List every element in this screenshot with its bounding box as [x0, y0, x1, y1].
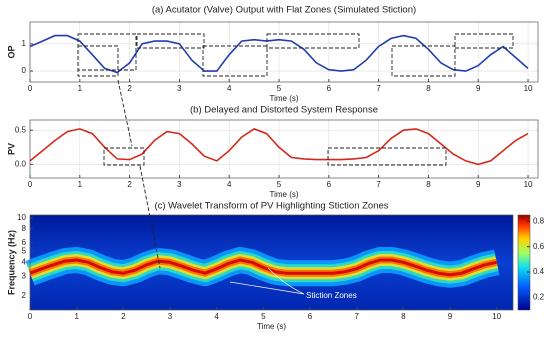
x-axis-label: Time (s)	[269, 190, 298, 199]
x-tick-label: 5	[261, 312, 266, 321]
y-tick-label: 0.5	[15, 125, 27, 134]
x-tick-label: 6	[308, 312, 313, 321]
x-axis-label: Time (s)	[257, 322, 286, 331]
stiction-box	[327, 147, 447, 166]
x-tick-label: 5	[277, 84, 282, 93]
y-tick-label: 6	[22, 238, 27, 247]
x-tick-label: 9	[476, 84, 481, 93]
x-tick-label: 0	[28, 312, 33, 321]
x-tick-label: 3	[177, 84, 182, 93]
x-tick-label: 8	[426, 180, 431, 189]
x-tick-label: 4	[227, 180, 232, 189]
x-tick-label: 1	[78, 84, 83, 93]
x-tick-label: 9	[476, 180, 481, 189]
ridge-band	[29, 258, 498, 277]
x-tick-label: 4	[214, 312, 219, 321]
flat-zone-box	[136, 33, 205, 49]
y-axis-label: OP	[6, 45, 16, 58]
x-tick-label: 10	[492, 312, 501, 321]
x-tick-label: 5	[277, 180, 282, 189]
x-tick-label: 0	[28, 84, 33, 93]
y-tick-label: 4	[22, 257, 27, 266]
x-tick-label: 1	[74, 312, 79, 321]
panel-title: (b) Delayed and Distorted System Respons…	[190, 105, 378, 116]
y-tick-label: 8	[22, 224, 27, 233]
flat-zone-box	[266, 33, 360, 49]
colorbar-tick-label: 0.2	[533, 292, 545, 301]
x-tick-label: 4	[227, 84, 232, 93]
x-tick-label: 6	[327, 180, 332, 189]
flat-zone-box	[77, 45, 119, 77]
y-tick-label: 1	[22, 39, 27, 48]
x-tick-label: 10	[524, 84, 533, 93]
flat-zone-box	[202, 45, 268, 77]
signal-line	[29, 34, 529, 74]
flat-zone-box	[391, 45, 456, 77]
y-axis-label: PV	[6, 143, 16, 155]
y-tick-label: 0.0	[15, 159, 27, 168]
colorbar-tick-label: 0.4	[533, 267, 545, 276]
x-tick-label: 7	[354, 312, 359, 321]
x-axis-label: Time (s)	[269, 94, 298, 103]
annotation-arrow	[229, 267, 305, 295]
x-tick-label: 2	[121, 312, 126, 321]
x-tick-label: 7	[376, 180, 381, 189]
x-tick-label: 7	[376, 84, 381, 93]
y-tick-label: 2	[22, 291, 27, 300]
connector-arrow	[117, 79, 161, 269]
plot-frame	[29, 21, 539, 83]
y-tick-label: 3	[22, 271, 27, 280]
colorbar	[517, 214, 531, 311]
x-tick-label: 8	[401, 312, 406, 321]
flat-zone-box	[454, 33, 514, 49]
y-tick-label: 5	[22, 247, 27, 256]
signal-line	[29, 128, 529, 166]
plot-frame	[29, 119, 539, 179]
x-tick-label: 10	[524, 180, 533, 189]
stiction-box	[103, 147, 145, 166]
y-axis-label: Frequency (Hz)	[6, 230, 16, 295]
x-tick-label: 3	[168, 312, 173, 321]
colorbar-tick-label: 0.6	[533, 242, 545, 251]
x-tick-label: 6	[327, 84, 332, 93]
panel-title: (a) Acutator (Valve) Output with Flat Zo…	[152, 5, 416, 16]
x-tick-label: 3	[177, 180, 182, 189]
plot-frame	[29, 214, 514, 311]
x-tick-label: 8	[426, 84, 431, 93]
colorbar-tick-label: 0.8	[533, 216, 545, 225]
y-tick-label: 0	[22, 66, 27, 75]
x-tick-label: 0	[28, 180, 33, 189]
x-tick-label: 1	[78, 180, 83, 189]
x-tick-label: 2	[127, 180, 132, 189]
annotation: Stiction Zones	[306, 291, 357, 300]
y-tick-label: 10	[17, 213, 26, 222]
x-tick-label: 9	[448, 312, 453, 321]
x-tick-label: 2	[127, 84, 132, 93]
panel-title: (c) Wavelet Transform of PV Highlighting…	[154, 201, 388, 212]
